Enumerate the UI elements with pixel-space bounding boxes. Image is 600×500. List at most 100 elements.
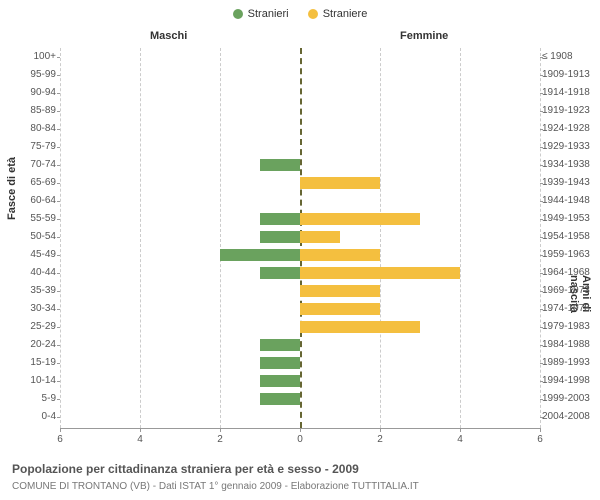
ytick-mark [540, 201, 543, 202]
legend-label-female: Straniere [323, 8, 368, 20]
age-row: 45-491959-1963 [60, 246, 540, 264]
ytick-mark [57, 237, 60, 238]
birth-year-label: 1984-1988 [542, 336, 598, 354]
ytick-mark [540, 309, 543, 310]
ytick-mark [540, 363, 543, 364]
ytick-mark [57, 345, 60, 346]
birth-year-label: 1944-1948 [542, 192, 598, 210]
bar-male [260, 357, 300, 369]
ytick-mark [57, 129, 60, 130]
chart-caption: Popolazione per cittadinanza straniera p… [12, 462, 359, 476]
ytick-mark [57, 219, 60, 220]
birth-year-label: 1974-1978 [542, 300, 598, 318]
age-row: 50-541954-1958 [60, 228, 540, 246]
birth-year-label: 2004-2008 [542, 408, 598, 426]
ytick-mark [540, 381, 543, 382]
gridline [540, 48, 541, 428]
ytick-mark [540, 291, 543, 292]
age-row: 95-991909-1913 [60, 66, 540, 84]
ytick-mark [540, 129, 543, 130]
birth-year-label: 1909-1913 [542, 66, 598, 84]
age-row: 20-241984-1988 [60, 336, 540, 354]
age-row: 10-141994-1998 [60, 372, 540, 390]
ytick-mark [57, 147, 60, 148]
bar-male [260, 159, 300, 171]
birth-year-label: 1919-1923 [542, 102, 598, 120]
xtick-mark [140, 428, 141, 432]
legend: Stranieri Straniere [0, 8, 600, 22]
age-row: 30-341974-1978 [60, 300, 540, 318]
legend-swatch-male [233, 9, 243, 19]
age-label: 0-4 [16, 408, 56, 426]
age-row: 0-42004-2008 [60, 408, 540, 426]
birth-year-label: 1999-2003 [542, 390, 598, 408]
ytick-mark [540, 417, 543, 418]
xtick-label: 4 [450, 434, 470, 445]
birth-year-label: ≤ 1908 [542, 48, 598, 66]
age-label: 40-44 [16, 264, 56, 282]
ytick-mark [57, 309, 60, 310]
xtick-mark [60, 428, 61, 432]
ytick-mark [540, 345, 543, 346]
bar-female [300, 285, 380, 297]
age-label: 30-34 [16, 300, 56, 318]
plot-area: 0224466100+≤ 190895-991909-191390-941914… [60, 48, 540, 428]
side-titles: Maschi Femmine [0, 30, 600, 44]
ytick-mark [57, 201, 60, 202]
xtick-label: 6 [50, 434, 70, 445]
age-row: 90-941914-1918 [60, 84, 540, 102]
age-label: 65-69 [16, 174, 56, 192]
bar-male [260, 339, 300, 351]
ytick-mark [540, 399, 543, 400]
ytick-mark [540, 219, 543, 220]
age-row: 15-191989-1993 [60, 354, 540, 372]
age-row: 5-91999-2003 [60, 390, 540, 408]
age-label: 35-39 [16, 282, 56, 300]
bar-male [260, 231, 300, 243]
bar-female [300, 231, 340, 243]
ytick-mark [57, 291, 60, 292]
ytick-mark [540, 165, 543, 166]
xtick-mark [460, 428, 461, 432]
bar-female [300, 321, 420, 333]
population-pyramid-chart: Stranieri Straniere Maschi Femmine Fasce… [0, 0, 600, 500]
ytick-mark [540, 237, 543, 238]
age-row: 65-691939-1943 [60, 174, 540, 192]
ytick-mark [57, 93, 60, 94]
title-male: Maschi [150, 30, 187, 42]
age-label: 100+ [16, 48, 56, 66]
age-row: 75-791929-1933 [60, 138, 540, 156]
age-label: 10-14 [16, 372, 56, 390]
ytick-mark [540, 93, 543, 94]
bar-male [260, 213, 300, 225]
legend-swatch-female [308, 9, 318, 19]
age-label: 95-99 [16, 66, 56, 84]
ytick-mark [57, 273, 60, 274]
age-row: 55-591949-1953 [60, 210, 540, 228]
xtick-label: 4 [130, 434, 150, 445]
legend-item-female: Straniere [308, 8, 368, 20]
ytick-mark [540, 327, 543, 328]
age-label: 70-74 [16, 156, 56, 174]
ytick-mark [57, 165, 60, 166]
bar-female [300, 249, 380, 261]
age-row: 35-391969-1973 [60, 282, 540, 300]
age-label: 45-49 [16, 246, 56, 264]
age-row: 85-891919-1923 [60, 102, 540, 120]
birth-year-label: 1979-1983 [542, 318, 598, 336]
ytick-mark [57, 255, 60, 256]
bar-female [300, 303, 380, 315]
xtick-mark [380, 428, 381, 432]
xtick-mark [540, 428, 541, 432]
ytick-mark [540, 75, 543, 76]
age-label: 75-79 [16, 138, 56, 156]
ytick-mark [57, 399, 60, 400]
ytick-mark [57, 363, 60, 364]
ytick-mark [540, 147, 543, 148]
birth-year-label: 1969-1973 [542, 282, 598, 300]
age-label: 55-59 [16, 210, 56, 228]
xtick-label: 0 [290, 434, 310, 445]
birth-year-label: 1924-1928 [542, 120, 598, 138]
legend-item-male: Stranieri [233, 8, 289, 20]
xtick-label: 2 [210, 434, 230, 445]
